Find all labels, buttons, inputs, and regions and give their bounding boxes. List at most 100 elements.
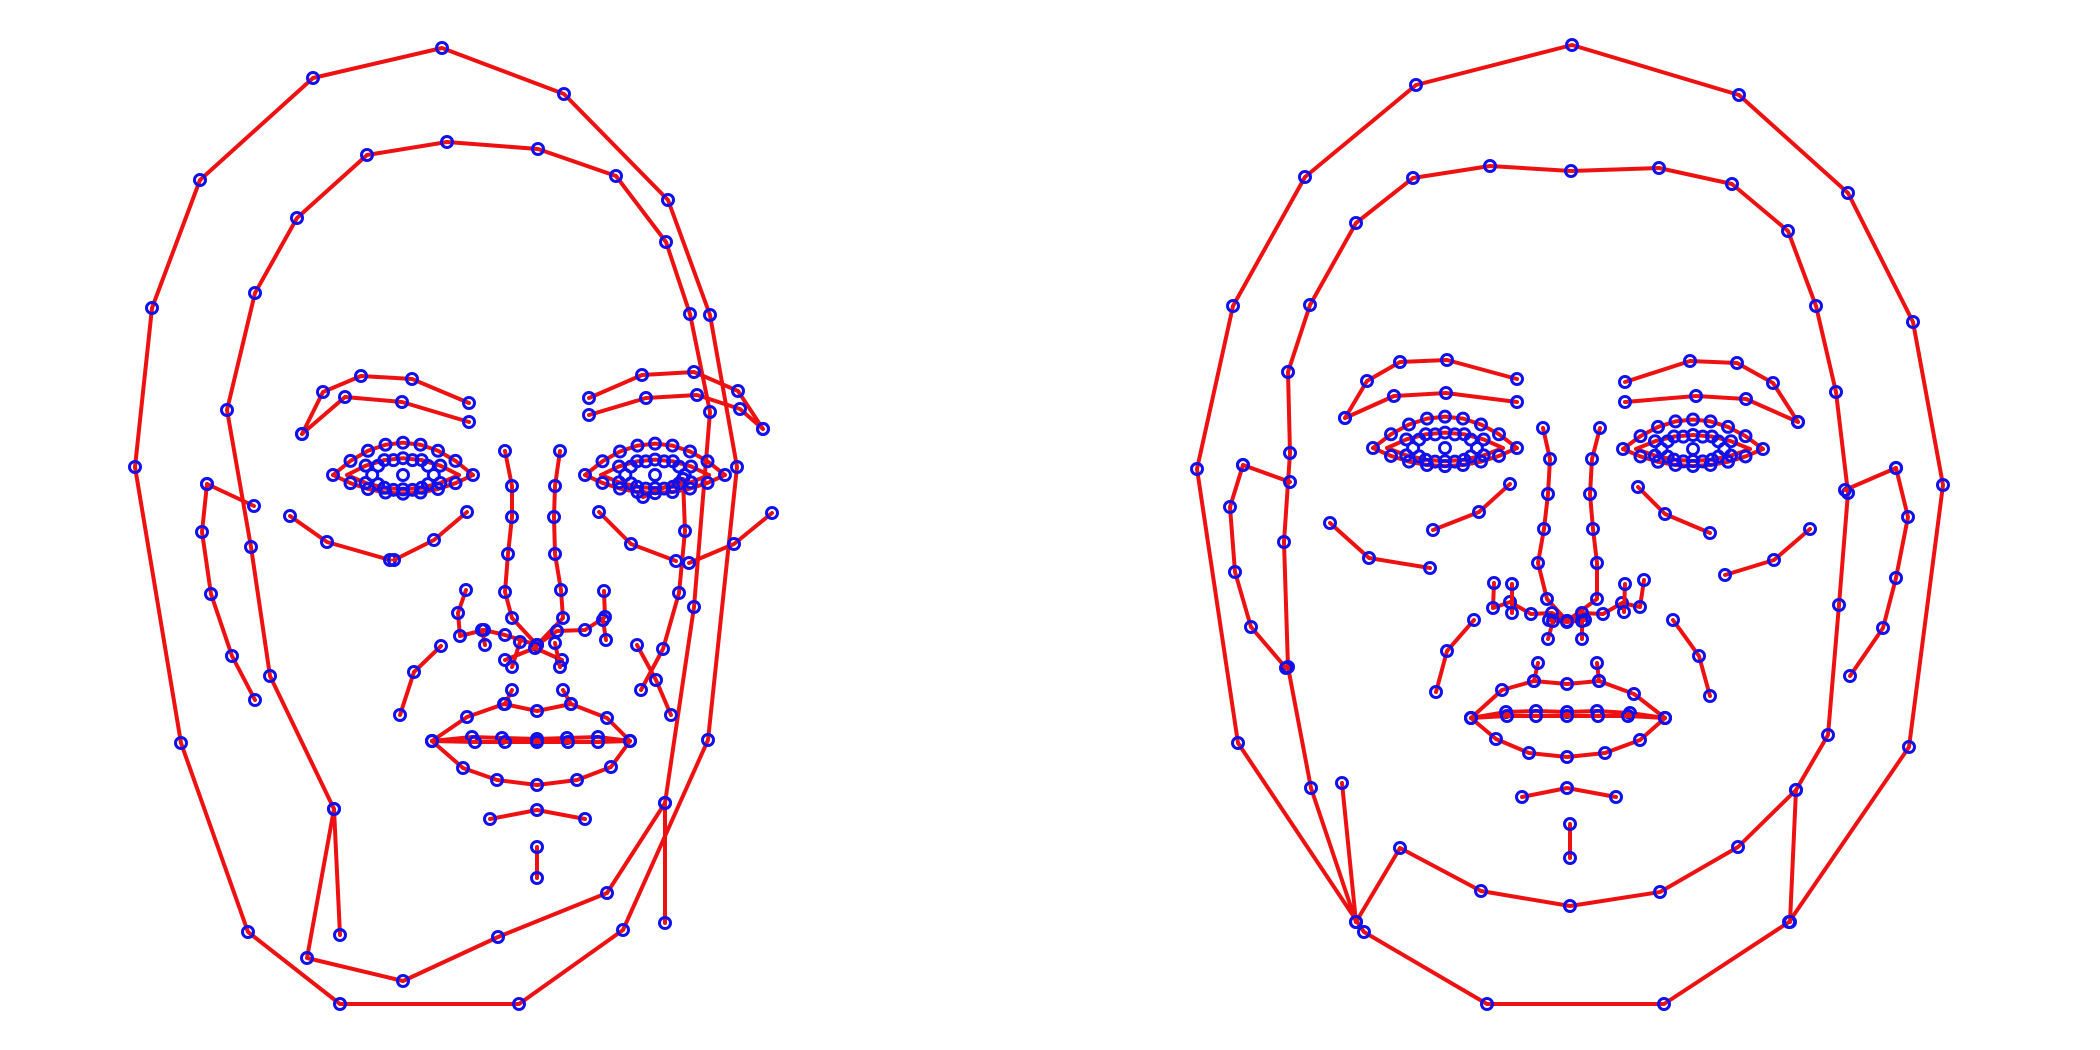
eyelid-point: [1686, 412, 1700, 427]
nostril-0: [456, 588, 607, 647]
landmark-point: [405, 372, 419, 386]
eye-point: [648, 452, 662, 467]
landmark-point: [582, 408, 596, 422]
face-mesh-left: [128, 41, 779, 1011]
landmark-point: [459, 583, 473, 597]
cheek-3: [597, 510, 678, 563]
contour-point: [600, 886, 614, 900]
contour-point: [1821, 728, 1835, 742]
eyelid-point: [1633, 429, 1648, 444]
iris-point: [1711, 434, 1726, 449]
ear-right: [1848, 466, 1910, 678]
landmark-point: [530, 704, 544, 718]
landmark-point: [623, 734, 637, 748]
eyelid-point: [396, 435, 410, 450]
iris-point: [386, 482, 401, 497]
landmark-point: [1467, 613, 1481, 627]
landmark-point: [1618, 375, 1632, 389]
contour-point: [1563, 899, 1577, 913]
contour-point: [1303, 298, 1317, 312]
landmark-point: [1531, 656, 1545, 670]
landmark-point: [634, 683, 648, 697]
contour-point: [300, 951, 314, 965]
landmark-point: [599, 633, 613, 647]
landmark-point: [1590, 656, 1604, 670]
landmark-point: [1876, 621, 1890, 635]
contour-point: [1902, 740, 1916, 754]
pupil-point: [1686, 442, 1700, 456]
landmark-point: [1349, 915, 1363, 929]
landmark-point: [554, 583, 568, 597]
landmark-point: [672, 586, 686, 600]
iris-point: [1660, 434, 1675, 449]
eyelid-point: [630, 438, 645, 453]
landmark-point: [498, 444, 512, 458]
contour-point: [1283, 446, 1297, 460]
landmark-point: [1510, 372, 1524, 386]
ear-left-top: [1241, 463, 1292, 484]
contour-point: [248, 286, 262, 300]
landmark-point: [604, 760, 618, 774]
iris-point: [420, 477, 435, 492]
landmark-point: [1730, 356, 1744, 370]
landmark-point: [1592, 674, 1606, 688]
landmark-point: [451, 606, 465, 620]
landmark-point: [1575, 614, 1589, 628]
contour-point: [1652, 161, 1666, 175]
landmark-point: [498, 653, 512, 667]
upper-lip: [430, 702, 632, 743]
iris-point: [638, 481, 653, 496]
landmark-point: [498, 628, 512, 642]
iris-point: [405, 482, 420, 497]
eyelid-point: [1616, 442, 1630, 456]
landmark-point: [1563, 851, 1577, 865]
eyelid-point: [613, 481, 627, 496]
contour-point: [1190, 462, 1204, 476]
landmark-point: [1486, 601, 1500, 615]
contour-point: [512, 997, 526, 1011]
contour-point: [1936, 478, 1950, 492]
lip-mid: [430, 739, 632, 744]
landmark-point: [1323, 516, 1337, 530]
landmark-point: [1522, 746, 1536, 760]
lower-lip: [430, 739, 632, 787]
contour-point: [145, 301, 159, 315]
landmark-point: [1583, 487, 1597, 501]
eyelid-point: [1703, 414, 1718, 429]
contour-point: [703, 308, 717, 322]
landmark-point: [460, 710, 474, 724]
landmark-point: [505, 660, 519, 674]
landmark-point: [1591, 709, 1605, 723]
eyelid-point: [1456, 411, 1470, 426]
landmark-point: [1362, 551, 1376, 565]
eyelid-point: [1738, 429, 1753, 444]
pupil-point: [1438, 441, 1452, 455]
landmark-point: [1541, 632, 1555, 646]
iris-point: [657, 481, 672, 496]
eyebrow-2: [1623, 359, 1800, 424]
landmark-point: [462, 396, 476, 410]
cheek-2: [1723, 527, 1812, 577]
eyelid-point: [683, 481, 697, 496]
contour-point: [1393, 841, 1407, 855]
iris-point: [386, 453, 401, 468]
landmark-point: [498, 697, 512, 711]
contour-point: [701, 733, 715, 747]
landmark-point: [1617, 605, 1631, 619]
iris-point: [623, 459, 638, 474]
landmark-point: [204, 587, 218, 601]
landmark-point: [556, 611, 570, 625]
chin: [1520, 786, 1618, 799]
eyelid-point: [1384, 427, 1398, 442]
eyelid-point: [1633, 449, 1648, 464]
ear-left: [1228, 463, 1288, 670]
landmark-point: [1387, 389, 1401, 403]
landmark-point: [483, 812, 497, 826]
pupil-point: [396, 468, 410, 482]
face-mesh-right: [1190, 38, 1950, 1011]
landmark-point: [200, 477, 214, 491]
landmark-point: [1631, 480, 1645, 494]
landmark-point: [1393, 355, 1407, 369]
landmark-point: [658, 916, 672, 930]
